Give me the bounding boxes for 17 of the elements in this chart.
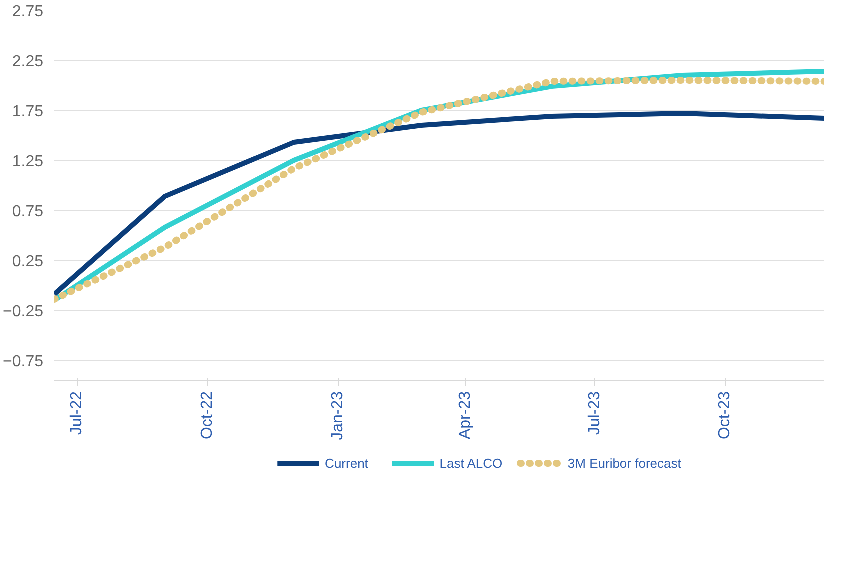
- x-tick-label: Jul-23: [586, 391, 604, 436]
- x-tick-label: Oct-23: [716, 391, 734, 440]
- y-tick-label: 1.25: [12, 154, 44, 170]
- y-tick-label: 0.75: [12, 204, 44, 220]
- x-tick-label: Apr-23: [457, 391, 474, 440]
- legend-label: 3M Euribor forecast: [568, 456, 682, 471]
- y-tick-label: 2.25: [12, 54, 44, 70]
- y-tick-label: 1.75: [12, 104, 44, 120]
- x-tick-label: Jul-22: [68, 391, 86, 436]
- legend-label: Current: [325, 456, 369, 471]
- x-tick-label: Oct-22: [199, 391, 216, 440]
- y-tick-label: 2.75: [12, 4, 44, 20]
- x-tick-label: Jan-23: [330, 391, 347, 440]
- legend-label: Last ALCO: [440, 456, 503, 471]
- y-tick-label: 0.25: [12, 254, 44, 270]
- y-tick-label: −0.25: [3, 304, 44, 320]
- y-tick-label: −0.75: [3, 354, 44, 370]
